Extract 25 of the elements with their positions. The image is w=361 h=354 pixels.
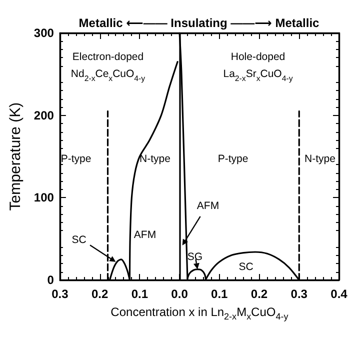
x-tick-label: 0.4 bbox=[330, 287, 348, 301]
x-tick-label: 0.2 bbox=[91, 287, 108, 301]
x-tick-label: 0.3 bbox=[290, 287, 308, 301]
y-axis-title: Temperature (K) bbox=[7, 102, 24, 211]
annotation: P-type bbox=[218, 152, 248, 165]
x-tick-label: 0.1 bbox=[211, 287, 228, 301]
x-tick-label: 0.1 bbox=[131, 287, 148, 301]
annotation: N-type bbox=[140, 152, 171, 165]
x-tick-label: 0.2 bbox=[250, 287, 268, 301]
annotation: Electron-doped bbox=[72, 50, 144, 63]
annotation: SC bbox=[238, 260, 254, 273]
y-tick-label: 200 bbox=[34, 108, 54, 122]
annotation: SC bbox=[72, 234, 87, 246]
x-tick-label: 0.0 bbox=[171, 287, 188, 301]
annotation: N-type bbox=[304, 152, 336, 165]
annotation: P-type bbox=[60, 152, 92, 165]
annotation: SG bbox=[187, 250, 203, 263]
x-tick-label: 0.3 bbox=[52, 287, 69, 301]
y-tick-label: 100 bbox=[34, 190, 54, 205]
annotation: Hole-doped bbox=[230, 50, 286, 63]
chart-title: Metallic ⟵—— Insulating ——⟶ Metallic bbox=[78, 16, 320, 30]
y-tick-label: 0 bbox=[47, 273, 54, 287]
annotation: AFM bbox=[134, 228, 156, 241]
annotation: AFM bbox=[196, 200, 220, 212]
y-tick-label: 300 bbox=[34, 26, 54, 40]
